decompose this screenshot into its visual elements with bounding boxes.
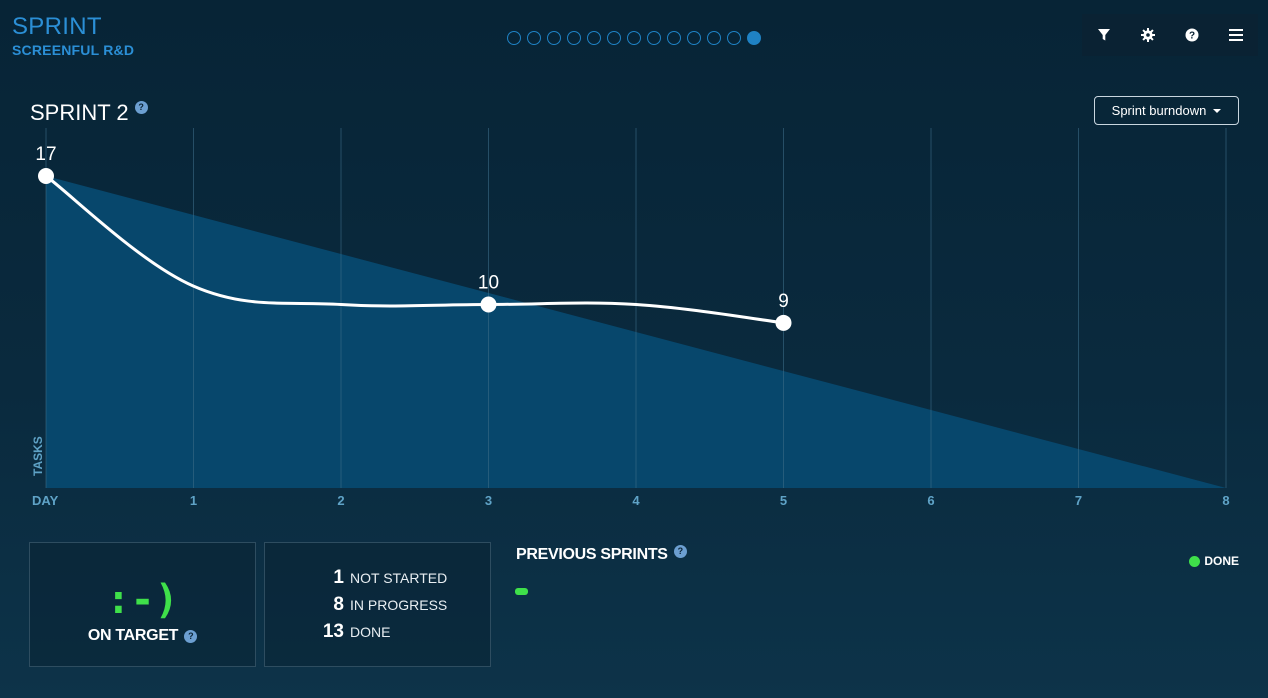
filter-button[interactable] [1082,14,1126,56]
app-title: SPRINT SCREENFUL R&D [12,13,135,59]
page-dot[interactable] [727,31,741,45]
x-tick-label: 5 [780,493,787,508]
previous-sprints-text: PREVIOUS SPRINTS [516,546,668,563]
page-dot[interactable] [647,31,661,45]
x-tick-label: DAY [32,493,59,508]
status-help-icon[interactable]: ? [184,629,198,643]
settings-button[interactable] [1126,14,1170,56]
status-label-text: ON TARGET [87,627,179,644]
page-dot[interactable] [547,31,561,45]
count-value: 13 [322,621,344,642]
data-label: 10 [478,272,499,293]
count-row-not-started: 1 NOT STARTED [265,567,490,589]
gear-icon [1141,28,1155,42]
legend-done: DONE [1189,554,1239,568]
page-dot[interactable] [567,31,581,45]
actual-burndown-line [45,174,784,325]
app-name: SPRINT [12,13,102,40]
page-dot[interactable] [747,31,761,45]
count-label: IN PROGRESS [350,597,448,613]
page-dot[interactable] [667,31,681,45]
count-value: 1 [333,567,344,588]
svg-text:?: ? [1189,31,1195,42]
help-icon: ? [1185,28,1199,42]
x-tick-label: 2 [337,493,344,508]
sprint-title: SPRINT 2 ? [30,100,148,126]
sprint-title-text: SPRINT 2 [30,100,129,125]
filter-icon [1098,29,1110,41]
count-row-in-progress: 8 IN PROGRESS [265,594,490,616]
count-value: 8 [333,594,344,615]
x-tick-label: 8 [1222,493,1229,508]
x-tick-label: 4 [632,493,640,508]
page-dot[interactable] [687,31,701,45]
legend-swatch [1189,555,1201,567]
legend-label: DONE [1204,554,1239,568]
task-counts-card: 1 NOT STARTED 8 IN PROGRESS 13 DONE [264,542,491,667]
count-label: DONE [350,624,391,640]
data-point [480,296,497,313]
caret-down-icon [1213,108,1222,113]
burndown-chart: DAY 1 2 3 4 5 6 7 8 TASKS 17 10 9 [31,128,1230,508]
toolbar: ? [1082,14,1258,56]
view-selector-dropdown[interactable]: Sprint burndown [1094,96,1239,125]
page-dot[interactable] [707,31,721,45]
count-row-done: 13 DONE [265,621,490,643]
page-dot[interactable] [587,31,601,45]
app-subtitle: SCREENFUL R&D [12,42,135,58]
menu-button[interactable] [1214,14,1258,56]
view-selector-label: Sprint burndown [1111,103,1207,118]
page-indicator [507,31,761,45]
x-tick-label: 1 [190,493,197,508]
page-dot[interactable] [627,31,641,45]
data-label: 9 [778,291,789,312]
x-tick-label: 3 [485,493,492,508]
page-dot[interactable] [527,31,541,45]
page-dot[interactable] [607,31,621,45]
sprint-help-icon[interactable]: ? [134,100,148,114]
x-tick-label: 6 [927,493,934,508]
help-button[interactable]: ? [1170,14,1214,56]
data-point [38,168,54,184]
data-label: 17 [35,144,56,165]
previous-sprints-title: PREVIOUS SPRINTS ? [516,544,687,564]
y-axis-label: TASKS [31,436,45,476]
x-tick-label: 7 [1075,493,1082,508]
data-point [775,314,792,331]
status-card: :-) ON TARGET ? [29,542,256,667]
page-dot[interactable] [507,31,521,45]
menu-icon [1229,29,1243,41]
previous-sprint-bar[interactable] [515,588,528,595]
count-label: NOT STARTED [350,570,448,586]
smiley-face: :-) [106,577,179,623]
previous-help-icon[interactable]: ? [673,544,687,558]
status-label: ON TARGET ? [30,627,255,645]
